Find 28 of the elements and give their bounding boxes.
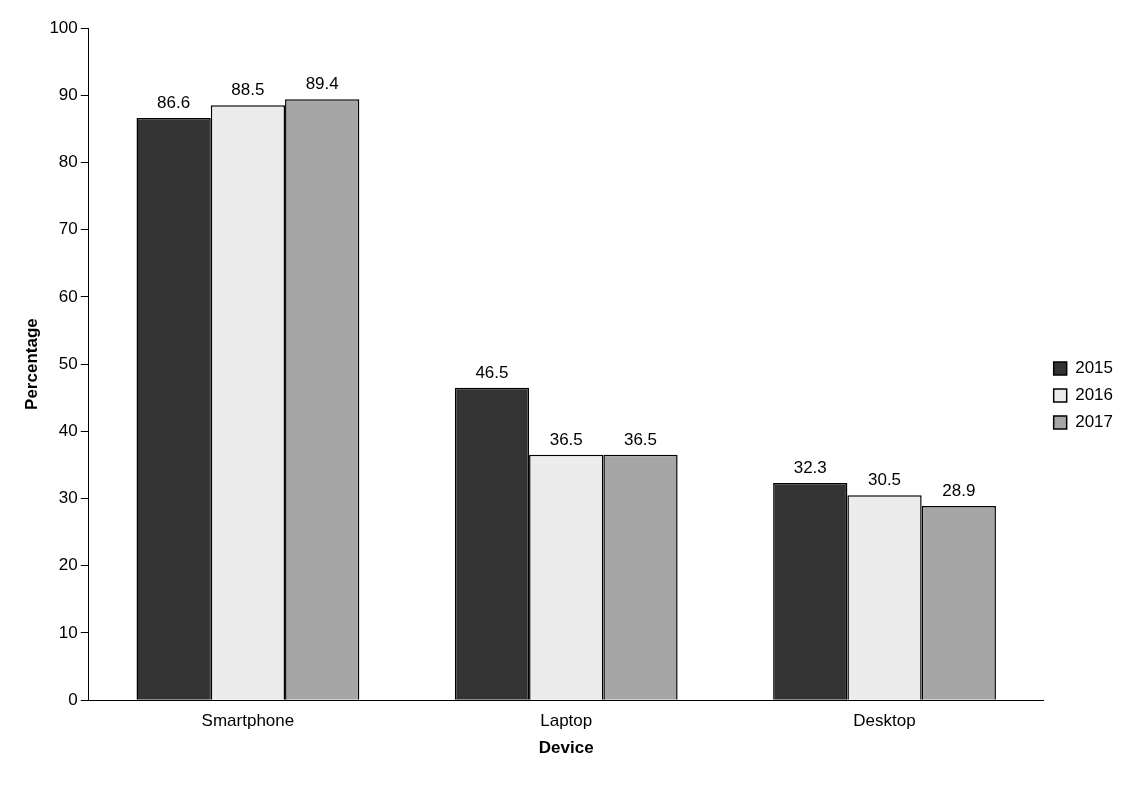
data-label: 28.9 <box>942 481 976 501</box>
y-tick-label: 0 <box>68 689 78 709</box>
y-tick-label: 80 <box>58 152 78 172</box>
y-tick-label: 40 <box>58 421 78 441</box>
y-axis-title: Percentage <box>21 318 41 410</box>
legend-label: 2017 <box>1075 412 1114 432</box>
data-label: 46.5 <box>475 362 509 382</box>
y-tick-label: 60 <box>58 286 78 306</box>
legend-label: 2016 <box>1075 385 1114 405</box>
y-tick-label: 100 <box>49 17 78 37</box>
y-tick-label: 30 <box>58 488 78 508</box>
data-label: 36.5 <box>623 430 658 450</box>
data-label: 32.3 <box>793 458 827 478</box>
y-tick-label: 70 <box>58 219 78 239</box>
y-tick-label: 20 <box>58 555 78 575</box>
y-tick-label: 50 <box>58 353 78 373</box>
x-tick-label: Desktop <box>853 711 916 731</box>
data-label: 88.5 <box>231 80 265 100</box>
legend-label: 2015 <box>1075 358 1114 378</box>
x-tick-label: Laptop <box>540 711 593 731</box>
x-tick-label: Smartphone <box>201 711 295 731</box>
data-label: 36.5 <box>549 430 583 450</box>
data-label: 86.6 <box>157 93 191 113</box>
data-label: 89.4 <box>305 74 339 94</box>
y-tick-label: 90 <box>58 84 78 104</box>
data-label: 30.5 <box>867 470 902 490</box>
y-tick-label: 10 <box>58 622 78 642</box>
x-axis-title: Device <box>538 738 594 758</box>
